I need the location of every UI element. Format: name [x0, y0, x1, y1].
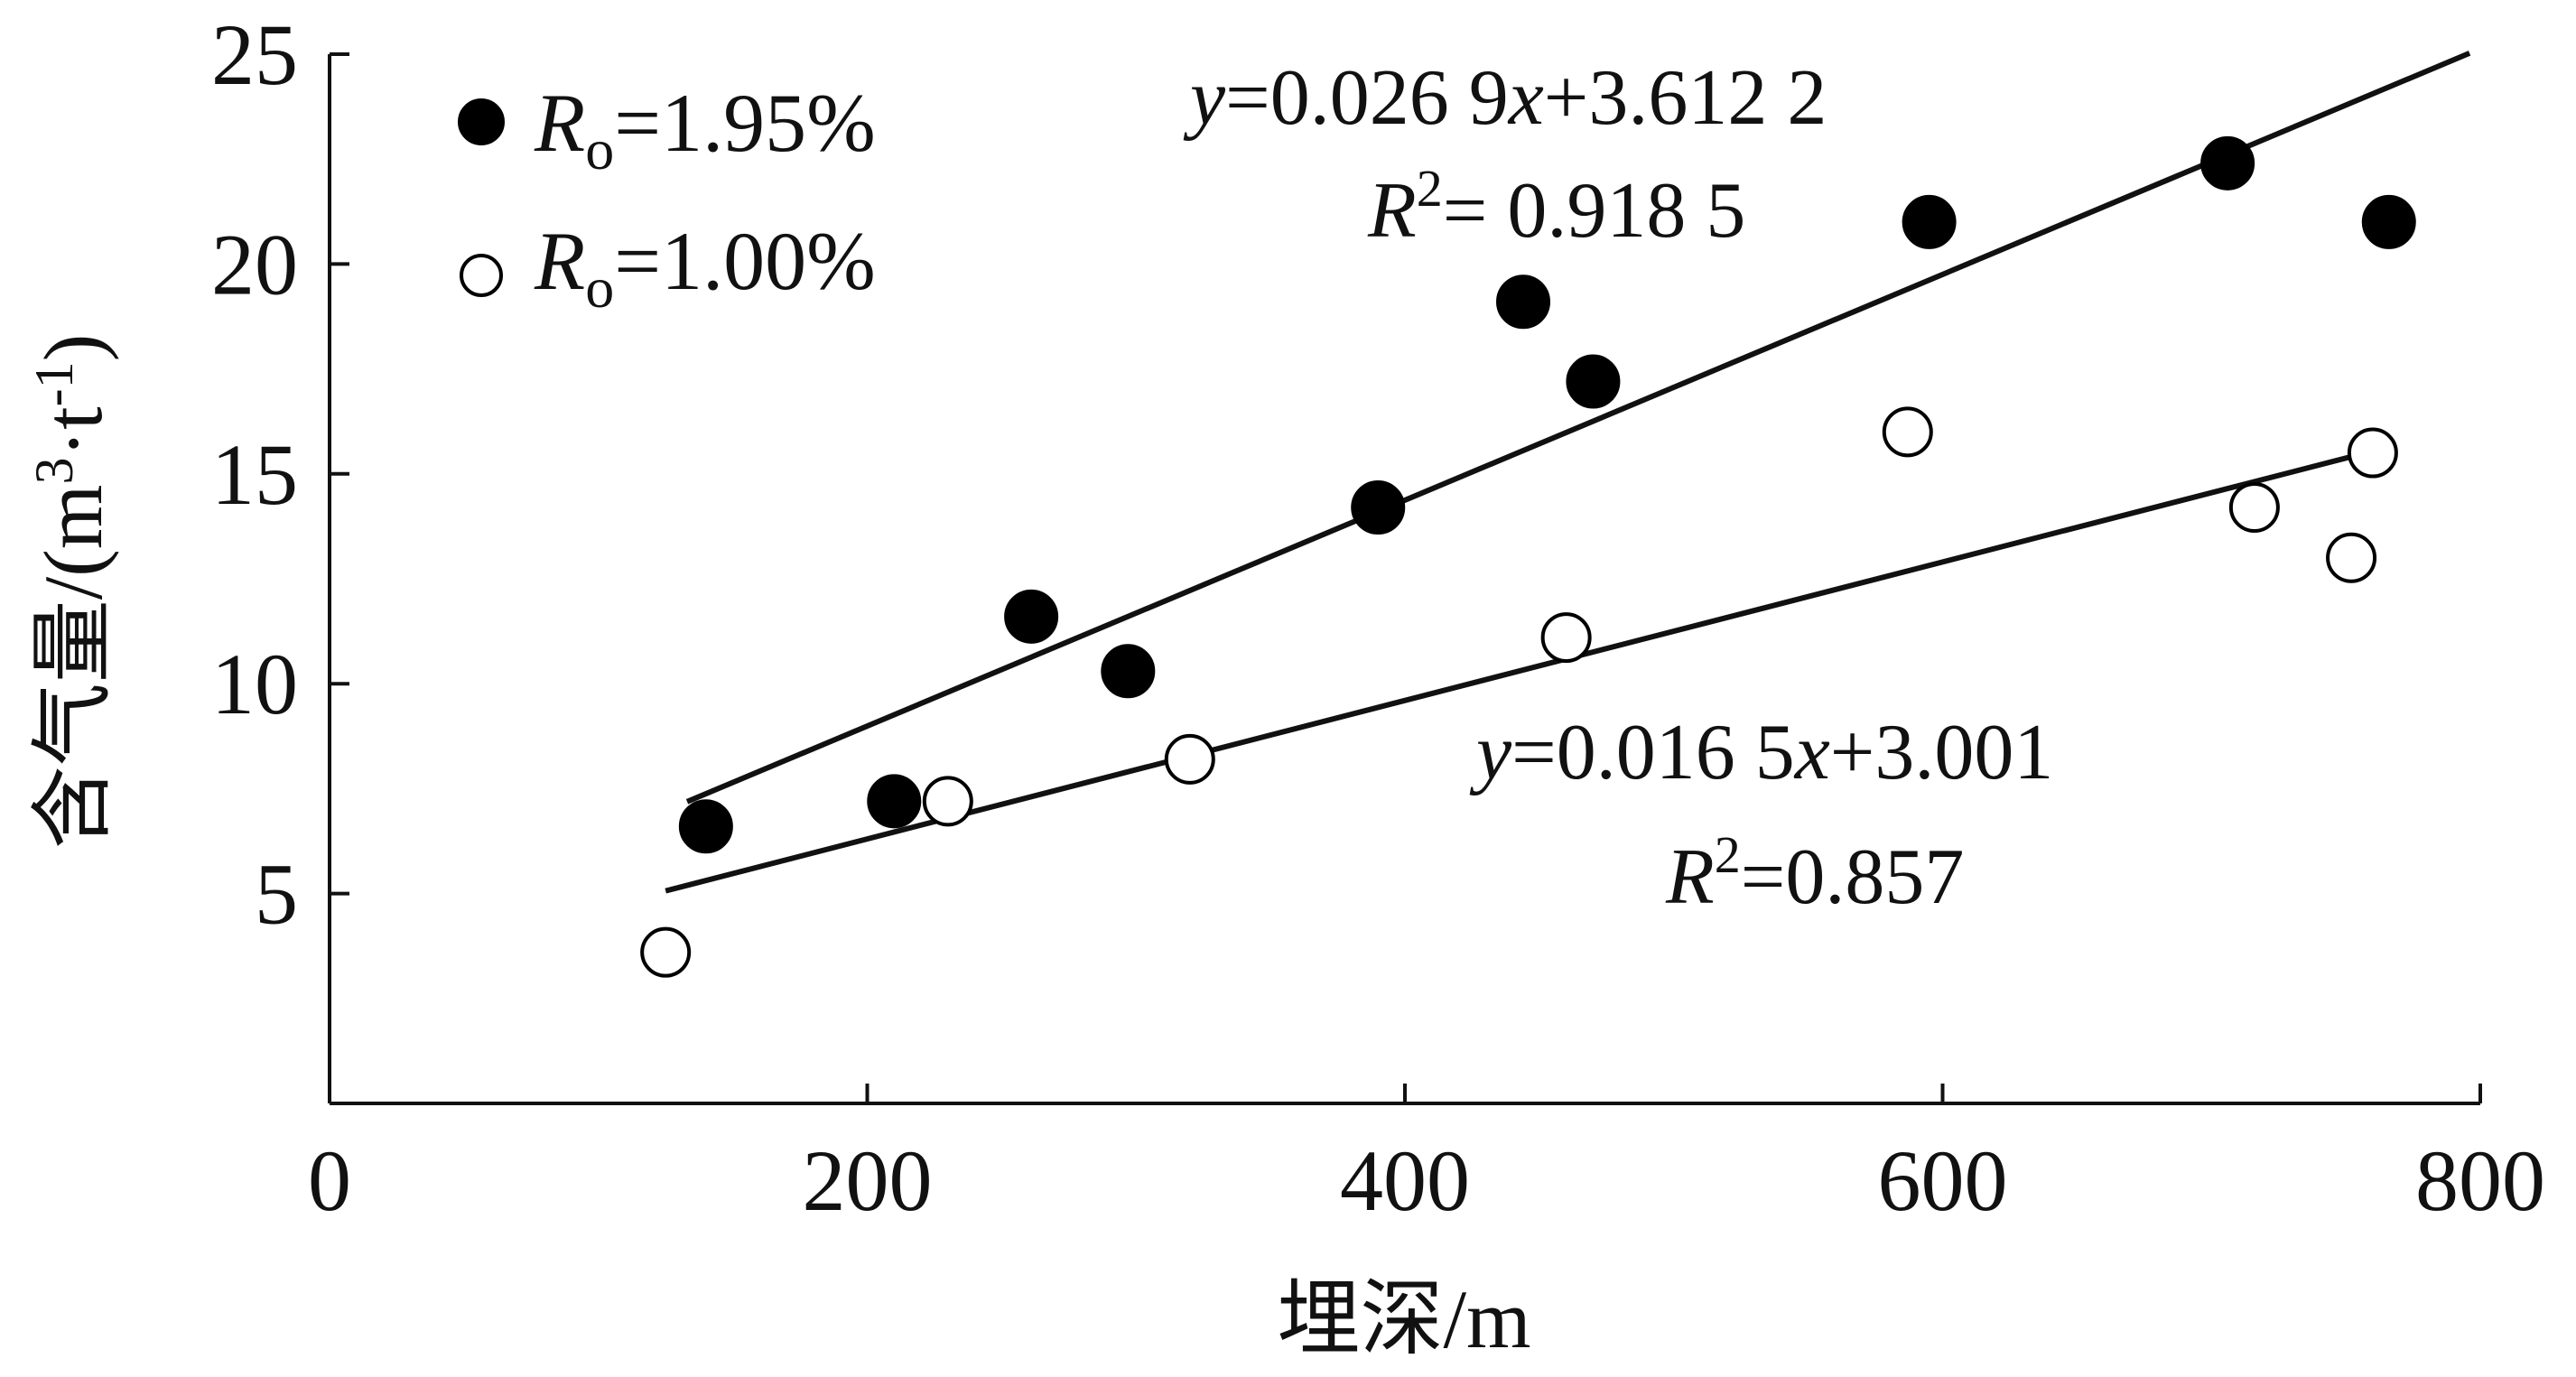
legend: Ro=1.95% Ro=1.00%: [458, 77, 876, 320]
point-ro195-5: [1496, 274, 1551, 330]
legend-marker-open: [460, 254, 503, 297]
point-ro100-3: [1540, 612, 1592, 664]
equation-ro100: y=0.016 5x+3.001: [1469, 709, 2053, 796]
x-tick-label-0: 0: [308, 1132, 351, 1229]
x-tick-label-400: 400: [1340, 1132, 1470, 1229]
eq-ro100-mid: =0.016 5: [1511, 709, 1795, 796]
y-axis-title-sup1: 3: [24, 458, 84, 485]
legend-marker-filled: [458, 98, 505, 145]
y-axis-title: 含气量/(m3·t-1): [24, 334, 119, 850]
fit-annotation-ro195: y=0.026 9x+3.612 2 R2= 0.918 5: [1183, 54, 1827, 255]
point-ro195-0: [678, 799, 733, 854]
point-ro100-1: [922, 776, 973, 827]
point-ro100-7: [2347, 427, 2398, 479]
legend-ro100-sub: o: [585, 256, 614, 320]
eq-ro195-y: y: [1183, 54, 1226, 142]
equation-ro195: y=0.026 9x+3.612 2: [1183, 54, 1827, 142]
y-axis-title-main: 含气量/(m: [27, 485, 119, 850]
y-axis-title-end: ): [27, 334, 119, 362]
point-ro195-4: [1351, 479, 1406, 535]
point-ro100-0: [640, 926, 692, 978]
y-tick-label-15: 15: [211, 426, 298, 523]
fit-line-series-0: [685, 51, 2471, 805]
legend-ro195-rest: =1.95%: [614, 77, 876, 169]
point-ro195-6: [1566, 354, 1621, 409]
point-ro195-8: [2200, 135, 2255, 191]
y-tick-label-25: 25: [211, 6, 298, 103]
r2-ro195-main: R: [1367, 167, 1417, 255]
data-points: [640, 135, 2416, 978]
r2-ro100-sup: 2: [1715, 825, 1741, 884]
x-tick-label-600: 600: [1878, 1132, 2008, 1229]
point-ro100-5: [2228, 481, 2280, 533]
x-tick-label-800: 800: [2415, 1132, 2545, 1229]
y-tick-label-5: 5: [255, 846, 298, 943]
r2-ro195-sup: 2: [1417, 159, 1443, 218]
y-axis-title-sup2: -1: [24, 361, 84, 406]
eq-ro100-x: x: [1793, 709, 1830, 796]
legend-label-ro195: Ro=1.95%: [534, 77, 876, 181]
point-ro100-4: [1882, 406, 1933, 458]
point-ro100-2: [1164, 733, 1215, 785]
r2-ro100-main: R: [1665, 833, 1715, 921]
r2-ro195-rest: = 0.918 5: [1443, 167, 1746, 255]
eq-ro100-y: y: [1469, 709, 1512, 796]
y-ticks: 5 10 15 20 25: [211, 6, 349, 943]
eq-ro195-end: +3.612 2: [1544, 54, 1827, 142]
x-tick-label-200: 200: [803, 1132, 933, 1229]
y-tick-label-10: 10: [211, 636, 298, 732]
r2-ro100: R2=0.857: [1665, 825, 1964, 921]
fit-line-series-1: [665, 448, 2374, 894]
legend-ro195-sub: o: [585, 117, 614, 181]
legend-ro100-main: R: [534, 215, 585, 307]
point-ro195-1: [867, 774, 922, 829]
eq-ro195-mid: =0.026 9: [1225, 54, 1509, 142]
x-ticks: 0 200 400 600 800: [308, 1084, 2545, 1229]
r2-ro195: R2= 0.918 5: [1367, 159, 1745, 255]
y-axis-title-mid: ·t: [27, 406, 119, 458]
legend-label-ro100: Ro=1.00%: [534, 215, 876, 320]
eq-ro100-end: +3.001: [1830, 709, 2054, 796]
point-ro195-2: [1004, 589, 1059, 644]
point-ro195-3: [1101, 644, 1156, 699]
fit-annotation-ro100: y=0.016 5x+3.001 R2=0.857: [1469, 709, 2053, 921]
x-axis-title: 埋深/m: [1277, 1273, 1530, 1365]
eq-ro195-x: x: [1507, 54, 1544, 142]
r2-ro100-rest: =0.857: [1741, 833, 1965, 921]
point-ro195-7: [1902, 194, 1957, 249]
legend-ro195-main: R: [534, 77, 585, 169]
point-ro100-6: [2326, 532, 2377, 583]
y-tick-label-20: 20: [211, 216, 298, 312]
legend-ro100-rest: =1.00%: [614, 215, 876, 307]
point-ro195-9: [2361, 194, 2416, 249]
